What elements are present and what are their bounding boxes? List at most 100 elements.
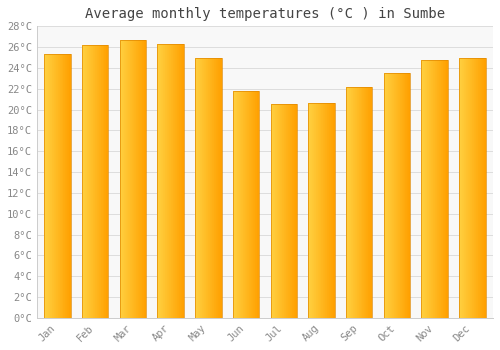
Bar (125, 40, 126, 318)
Bar (219, 57, 220, 318)
Bar (94, 45, 96, 318)
Bar (430, 60, 432, 318)
Bar (354, 87, 355, 318)
Bar (128, 40, 129, 318)
Bar (282, 104, 283, 318)
Bar (432, 60, 434, 318)
Bar (316, 103, 317, 318)
Bar (483, 57, 484, 318)
Bar (309, 103, 310, 318)
Bar (217, 57, 218, 318)
Bar (121, 40, 122, 318)
Bar (332, 103, 334, 318)
Bar (58, 54, 59, 318)
Bar (327, 103, 328, 318)
Bar (447, 60, 448, 318)
Bar (284, 104, 285, 318)
Bar (388, 73, 389, 318)
Bar (272, 104, 273, 318)
Bar (365, 87, 366, 318)
Bar (384, 73, 385, 318)
Bar (62, 54, 63, 318)
Bar (366, 87, 367, 318)
Bar (164, 44, 166, 318)
Bar (131, 40, 132, 318)
Bar (473, 57, 474, 318)
Bar (174, 44, 176, 318)
Bar (245, 91, 246, 318)
Bar (90, 45, 92, 318)
Bar (464, 57, 465, 318)
Bar (54, 54, 55, 318)
Bar (409, 73, 410, 318)
Bar (319, 103, 320, 318)
Bar (402, 73, 403, 318)
Bar (139, 40, 140, 318)
Bar (472, 57, 473, 318)
Bar (99, 45, 100, 318)
Bar (367, 87, 368, 318)
Bar (359, 87, 360, 318)
Bar (220, 57, 221, 318)
Bar (122, 40, 123, 318)
Bar (362, 87, 363, 318)
Bar (386, 73, 387, 318)
Bar (426, 60, 428, 318)
Bar (270, 104, 297, 318)
Bar (82, 45, 84, 318)
Bar (235, 91, 236, 318)
Bar (317, 103, 318, 318)
Bar (278, 104, 279, 318)
Bar (57, 54, 58, 318)
Bar (234, 91, 235, 318)
Bar (178, 44, 179, 318)
Bar (61, 54, 62, 318)
Bar (313, 103, 314, 318)
Bar (161, 44, 162, 318)
Bar (477, 57, 478, 318)
Bar (252, 91, 254, 318)
Bar (434, 60, 436, 318)
Bar (82, 45, 108, 318)
Bar (389, 73, 390, 318)
Bar (49, 54, 50, 318)
Bar (140, 40, 141, 318)
Bar (129, 40, 130, 318)
Bar (69, 54, 70, 318)
Bar (271, 104, 272, 318)
Bar (123, 40, 124, 318)
Bar (203, 57, 204, 318)
Bar (63, 54, 64, 318)
Bar (330, 103, 332, 318)
Bar (357, 87, 358, 318)
Bar (465, 57, 466, 318)
Bar (144, 40, 145, 318)
Bar (102, 45, 103, 318)
Bar (55, 54, 56, 318)
Bar (408, 73, 409, 318)
Bar (237, 91, 238, 318)
Bar (124, 40, 125, 318)
Bar (468, 57, 469, 318)
Bar (286, 104, 287, 318)
Bar (445, 60, 446, 318)
Title: Average monthly temperatures (°C ) in Sumbe: Average monthly temperatures (°C ) in Su… (85, 7, 445, 21)
Bar (350, 87, 352, 318)
Bar (363, 87, 364, 318)
Bar (318, 103, 319, 318)
Bar (48, 54, 49, 318)
Bar (170, 44, 172, 318)
Bar (394, 73, 395, 318)
Bar (312, 103, 313, 318)
Bar (393, 73, 394, 318)
Bar (446, 60, 447, 318)
Bar (485, 57, 486, 318)
Bar (216, 57, 217, 318)
Bar (197, 57, 198, 318)
Bar (145, 40, 146, 318)
Bar (285, 104, 286, 318)
Bar (56, 54, 57, 318)
Bar (250, 91, 252, 318)
Bar (256, 91, 258, 318)
Bar (436, 60, 437, 318)
